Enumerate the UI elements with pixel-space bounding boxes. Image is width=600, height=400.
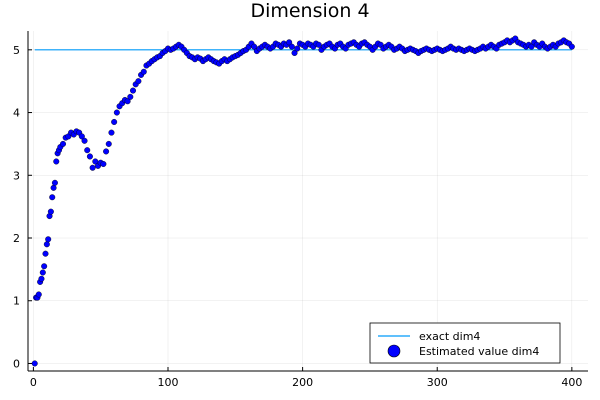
data-point <box>78 133 85 140</box>
data-point <box>51 179 58 186</box>
chart-title: Dimension 4 <box>250 0 369 22</box>
legend-box <box>369 322 561 364</box>
data-point <box>294 45 301 52</box>
data-point <box>129 87 136 94</box>
legend-label: exact dim4 <box>419 330 480 343</box>
data-point <box>315 41 322 48</box>
y-tick-label: 3 <box>13 169 20 182</box>
data-point <box>45 236 52 243</box>
data-point <box>60 140 67 147</box>
y-tick-label: 5 <box>13 44 20 57</box>
data-point <box>50 184 57 191</box>
data-point <box>38 275 45 282</box>
data-point <box>288 43 295 50</box>
x-tick-label: 200 <box>292 376 313 389</box>
data-point <box>39 269 46 276</box>
data-point <box>35 291 42 298</box>
data-point <box>568 43 575 50</box>
legend-label: Estimated value dim4 <box>419 345 539 358</box>
data-point <box>103 148 110 155</box>
data-point <box>47 208 54 215</box>
data-point <box>113 109 120 116</box>
data-point <box>127 93 134 100</box>
data-point <box>53 158 60 165</box>
data-point <box>100 160 107 167</box>
x-tick-label: 0 <box>30 376 37 389</box>
x-tick-label: 300 <box>427 376 448 389</box>
y-tick-label: 2 <box>13 232 20 245</box>
plot-area <box>31 35 575 367</box>
data-point <box>31 360 38 367</box>
data-point <box>41 263 48 270</box>
legend-marker-swatch <box>387 344 401 358</box>
x-tick-label: 400 <box>561 376 582 389</box>
y-tick-label: 4 <box>13 107 20 120</box>
data-point <box>105 140 112 147</box>
data-point <box>86 153 93 160</box>
x-tick-label: 100 <box>158 376 179 389</box>
data-point <box>84 147 91 154</box>
axes: 0 100 200 300 400 0 1 2 3 4 5 <box>13 31 588 389</box>
data-point <box>49 194 56 201</box>
y-tick-label: 1 <box>13 295 20 308</box>
data-point <box>89 164 96 171</box>
data-point <box>291 49 298 56</box>
data-point <box>42 250 49 257</box>
data-point <box>286 39 293 46</box>
data-point <box>528 43 535 50</box>
data-point <box>251 43 258 50</box>
data-point <box>81 137 88 144</box>
data-point <box>43 241 50 248</box>
legend: exact dim4 Estimated value dim4 <box>369 322 561 364</box>
data-point <box>140 68 147 75</box>
y-tick-label: 0 <box>13 357 20 370</box>
data-point <box>124 98 131 105</box>
data-point <box>135 78 142 85</box>
data-point <box>108 129 115 136</box>
data-point <box>111 118 118 125</box>
